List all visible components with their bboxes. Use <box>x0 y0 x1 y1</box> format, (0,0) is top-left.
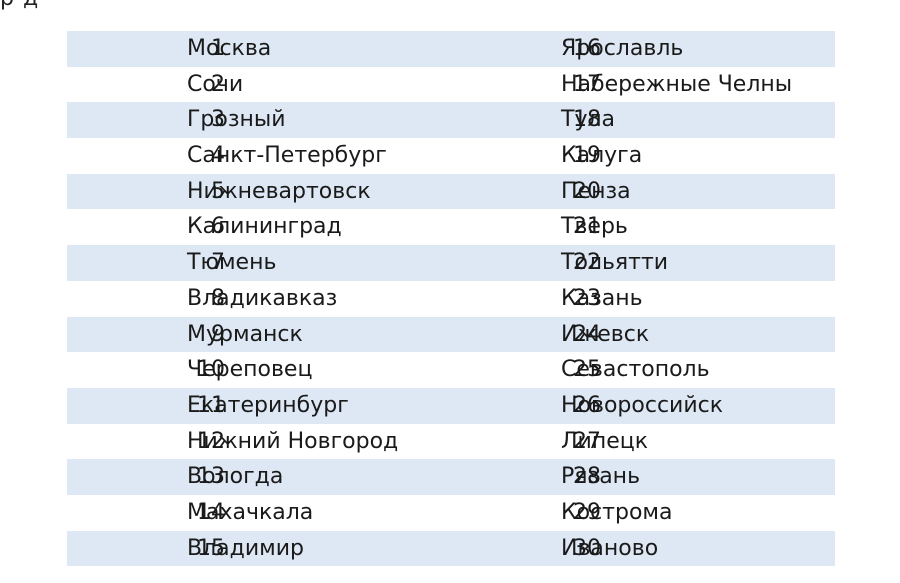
rank-number-right: 20 <box>573 178 601 204</box>
city-name-right: Тверь <box>561 214 628 240</box>
table-row: 4 Санкт-Петербург 19 Калуга <box>67 138 835 174</box>
table-row: 14 Махачкала 29 Кострома <box>67 495 835 531</box>
city-name-left: Нижневартовск <box>187 178 371 204</box>
city-name-right: Казань <box>561 285 643 311</box>
city-name-right: Кострома <box>561 499 673 525</box>
city-name-right: Рязань <box>561 464 641 490</box>
cropped-heading-text: р д <box>0 0 39 11</box>
rank-number-right: 16 <box>573 36 601 61</box>
rank-number-left: 11 <box>197 392 225 418</box>
city-name-right: Тула <box>561 107 616 133</box>
rank-number-right: 24 <box>573 321 601 347</box>
city-name-left: Мурманск <box>187 321 303 347</box>
rank-number-left: 9 <box>211 321 225 347</box>
city-name-left: Сочи <box>187 71 244 97</box>
city-name-left: Калининград <box>187 214 342 240</box>
table-row: 9 Мурманск 24 Ижевск <box>67 316 835 353</box>
rank-number-left: 10 <box>197 357 225 383</box>
city-name-left: Вологда <box>187 464 284 490</box>
city-name-right: Пенза <box>561 178 631 204</box>
rank-number-right: 19 <box>573 143 601 169</box>
rank-number-right: 28 <box>573 464 601 490</box>
city-name-left: Нижний Новгород <box>187 428 399 454</box>
table-row: 6 Калининград 21 Тверь <box>67 209 835 245</box>
city-name-right: Ярославль <box>561 36 684 61</box>
city-name-left: Тюмень <box>187 250 277 276</box>
rank-number-left: 13 <box>197 464 225 490</box>
city-name-left: Владимир <box>187 535 305 561</box>
rank-number-right: 26 <box>573 392 601 418</box>
rank-number-right: 29 <box>573 499 601 525</box>
city-name-left: Махачкала <box>187 499 314 525</box>
city-name-right: Новороссийск <box>561 392 724 418</box>
city-name-right: Тольятти <box>561 250 669 276</box>
rank-number-right: 17 <box>573 71 601 97</box>
city-name-right: Набережные Челны <box>561 71 793 97</box>
city-name-left: Грозный <box>187 107 286 133</box>
rank-number-right: 23 <box>573 285 601 311</box>
rank-number-left: 3 <box>211 107 225 133</box>
rank-number-left: 6 <box>211 214 225 240</box>
city-name-right: Липецк <box>561 428 649 454</box>
rank-number-right: 25 <box>573 357 601 383</box>
table-row: 1 Москва 16 Ярославль <box>67 31 835 67</box>
rank-number-left: 14 <box>197 499 225 525</box>
table-row: 13 Вологда 28 Рязань <box>67 459 835 495</box>
rank-number-left: 1 <box>211 36 225 61</box>
rank-number-left: 15 <box>197 535 225 561</box>
city-name-left: Владикавказ <box>187 285 338 311</box>
rank-number-left: 2 <box>211 71 225 97</box>
table-row: 7 Тюмень 22 Тольятти <box>67 245 835 281</box>
table-row: 15 Владимир 30 Иваново <box>67 530 835 567</box>
city-name-right: Севастополь <box>561 357 710 383</box>
city-ranking-table: 1 Москва 16 Ярославль 2 Сочи 17 Набережные Челн… <box>67 31 835 567</box>
table-row: 5 Нижневартовск 20 Пенза <box>67 173 835 210</box>
table-row: 11 Екатеринбург 26 Новороссийск <box>67 387 835 424</box>
city-name-left: Москва <box>187 36 272 61</box>
city-name-left: Санкт-Петербург <box>187 143 387 169</box>
rank-number-right: 22 <box>573 250 601 276</box>
table-row: 10 Череповец 25 Севастополь <box>67 352 835 388</box>
rank-number-left: 4 <box>211 143 225 169</box>
city-name-left: Екатеринбург <box>187 392 349 418</box>
rank-number-left: 8 <box>211 285 225 311</box>
table-row: 3 Грозный 18 Тула <box>67 102 835 139</box>
rank-number-left: 5 <box>211 178 225 204</box>
rank-number-right: 18 <box>573 107 601 133</box>
table-row: 8 Владикавказ 23 Казань <box>67 281 835 317</box>
rank-number-left: 12 <box>197 428 225 454</box>
rank-number-right: 21 <box>573 214 601 240</box>
rank-number-right: 27 <box>573 428 601 454</box>
city-name-right: Калуга <box>561 143 643 169</box>
table-row: 12 Нижний Новгород 27 Липецк <box>67 424 835 460</box>
city-name-right: Иваново <box>561 535 659 561</box>
city-name-left: Череповец <box>187 357 313 383</box>
city-name-right: Ижевск <box>561 321 650 347</box>
rank-number-left: 7 <box>211 250 225 276</box>
rank-number-right: 30 <box>573 535 601 561</box>
table-row: 2 Сочи 17 Набережные Челны <box>67 67 835 103</box>
